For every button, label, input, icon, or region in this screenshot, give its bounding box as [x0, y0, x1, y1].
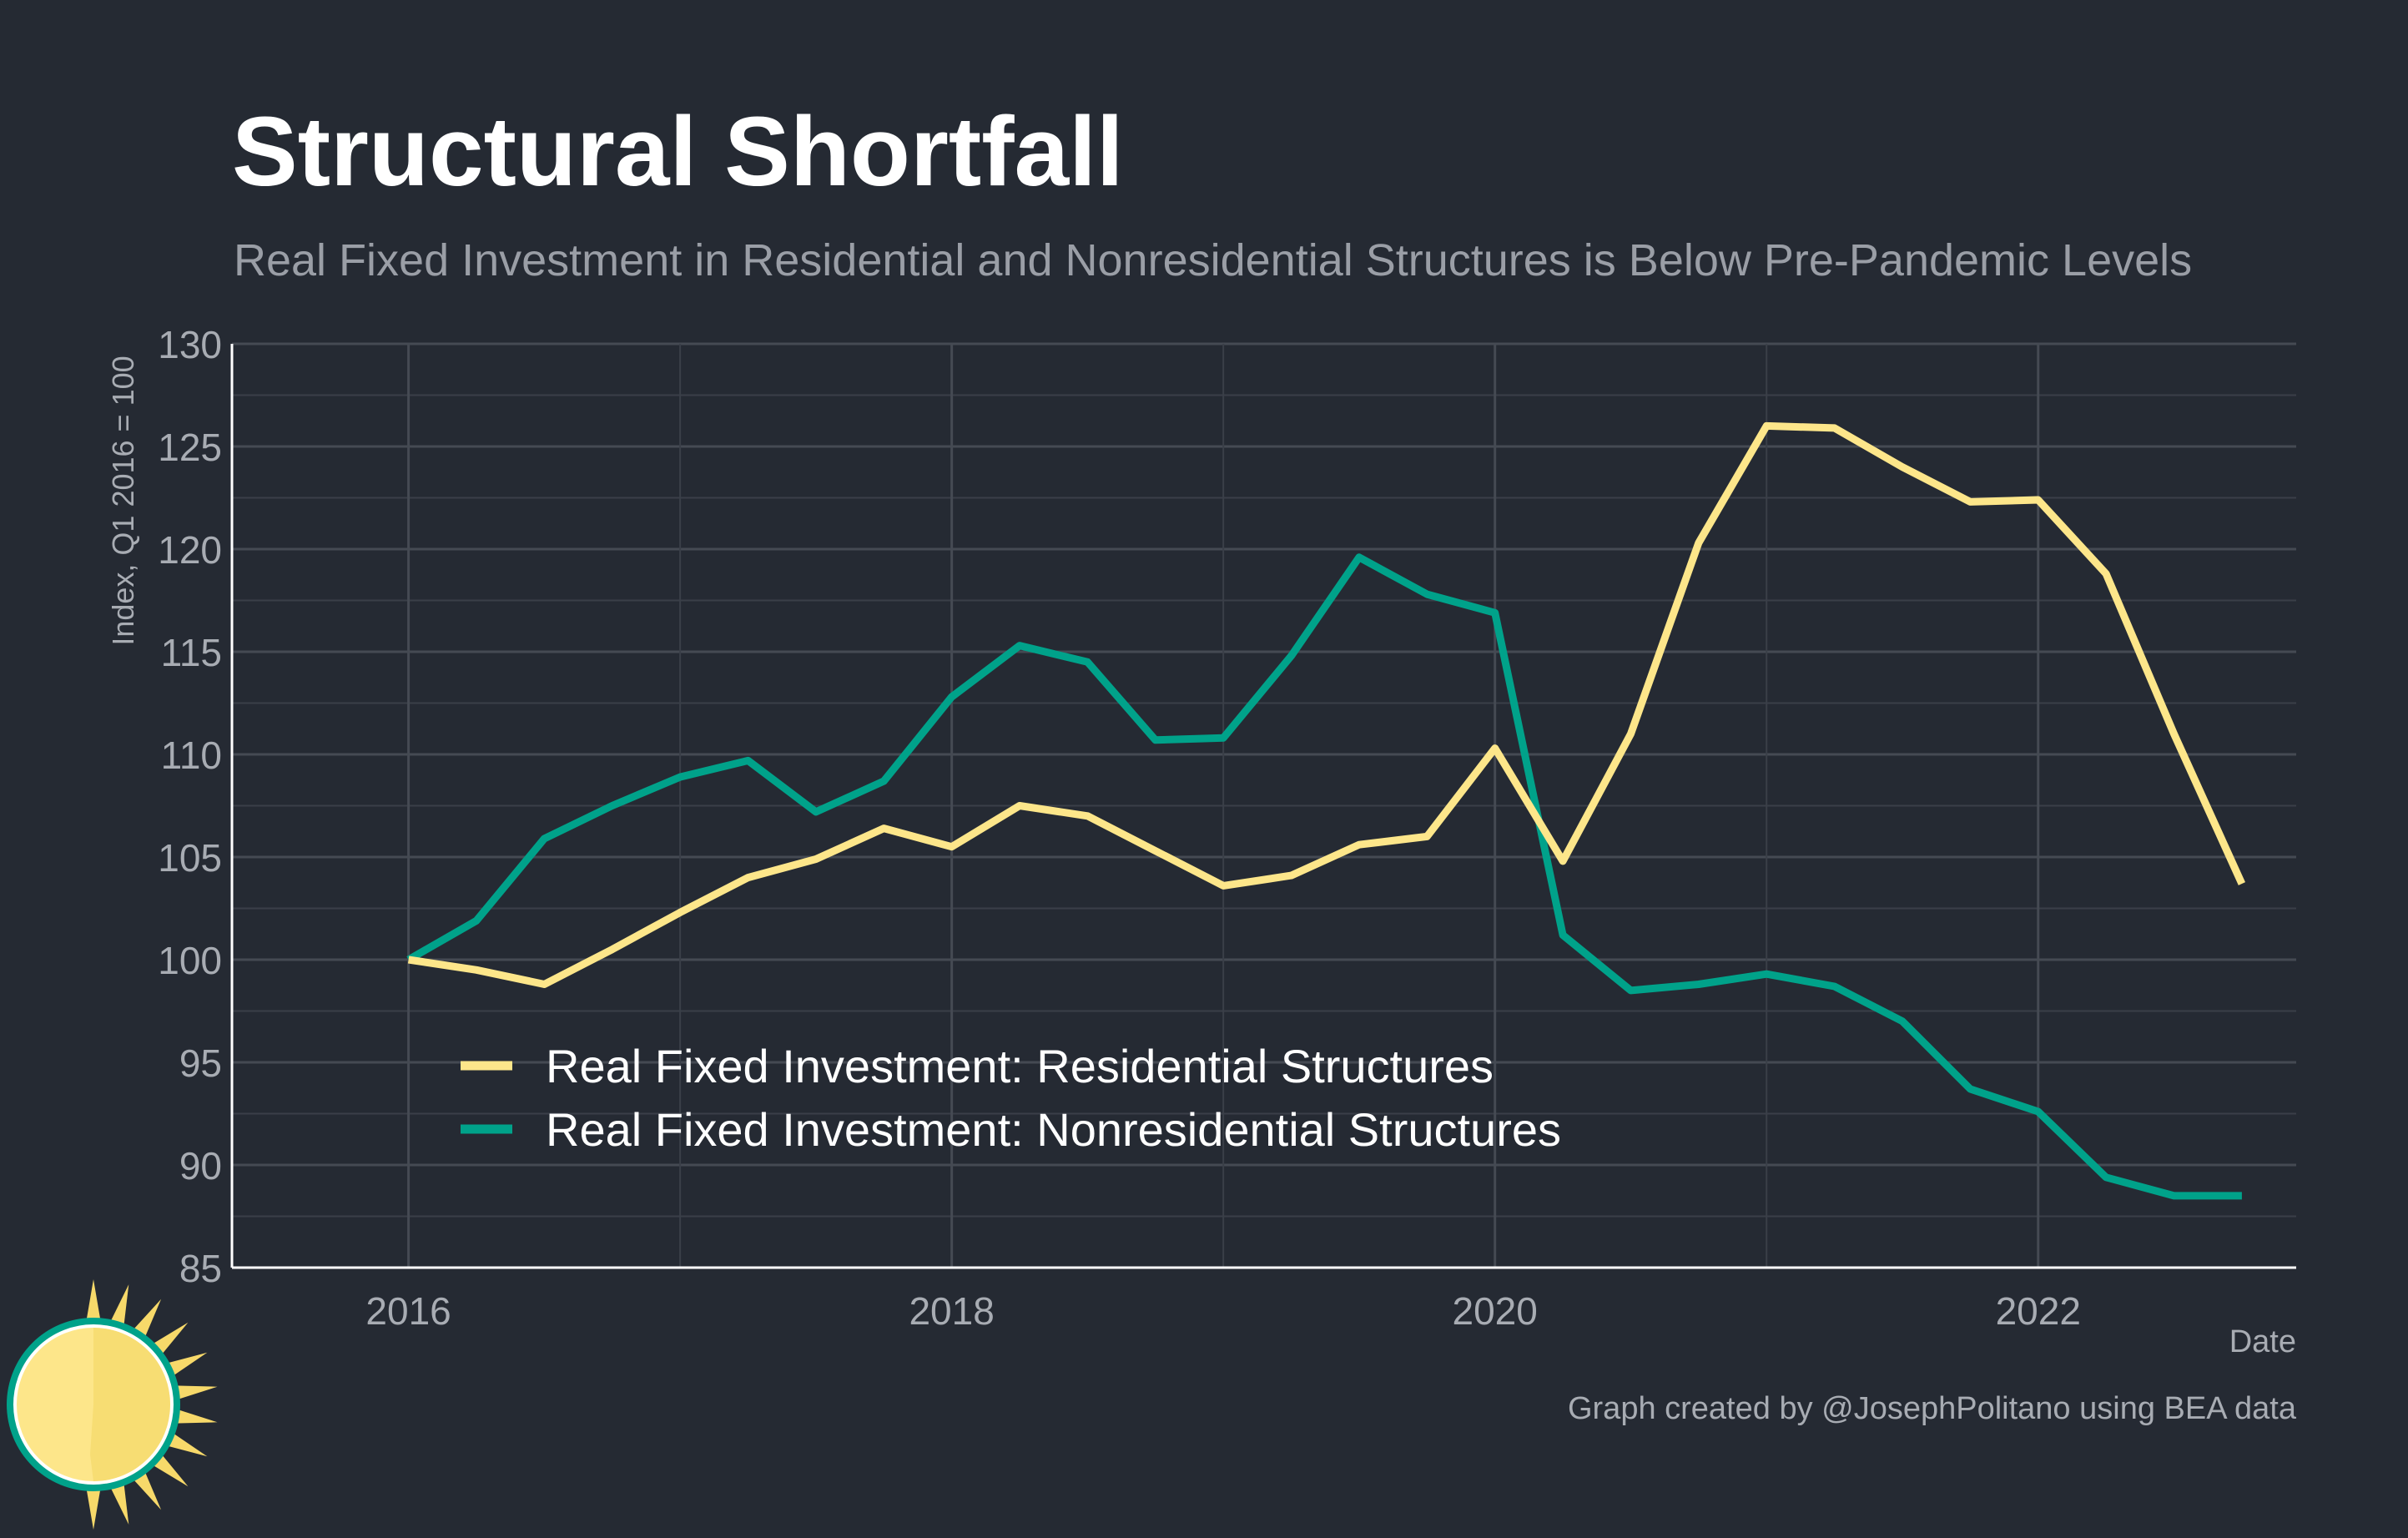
y-tick-label: 115: [161, 631, 222, 674]
chart-title: Structural Shortfall: [232, 97, 1124, 207]
y-tick-label: 95: [179, 1041, 222, 1085]
y-tick-label: 110: [161, 734, 222, 777]
sun-ray: [108, 1478, 129, 1525]
y-axis-title: Index, Q1 2016 = 100: [106, 356, 140, 645]
series-line-0: [407, 421, 2245, 988]
y-tick-label: 85: [179, 1247, 222, 1290]
grid: [232, 342, 2296, 1269]
chart-subtitle: Real Fixed Investment in Residential and…: [234, 235, 2192, 285]
y-tick-label: 105: [158, 836, 222, 880]
y-tick-label: 90: [179, 1144, 222, 1188]
sun-ray: [170, 1408, 218, 1424]
sun-ray: [170, 1385, 218, 1401]
x-tick-label: 2018: [909, 1289, 994, 1333]
axes: [230, 344, 2296, 1269]
sun-ray: [108, 1284, 129, 1331]
chart-caption: Graph created by @JosephPolitano using B…: [1568, 1391, 2297, 1426]
y-tick-label: 130: [158, 323, 222, 366]
tick-labels: 85 90 95 100 105 110 115 120 125 130 2016 2018 2020 2…: [158, 323, 2081, 1333]
x-tick-label: 2016: [365, 1289, 451, 1333]
x-tick-label: 2020: [1453, 1289, 1538, 1333]
legend-label: Real Fixed Investment: Nonresidential St…: [546, 1103, 1561, 1156]
y-tick-label: 100: [158, 939, 222, 982]
sun-logo-icon: [7, 1279, 218, 1530]
legend-label: Real Fixed Investment: Residential Struc…: [546, 1040, 1494, 1092]
legend: Real Fixed Investment: Residential Struc…: [461, 1040, 1561, 1156]
x-tick-label: 2022: [1996, 1289, 2081, 1333]
series-lines: [406, 421, 2245, 1200]
x-axis-title: Date: [2229, 1324, 2296, 1359]
sun-shade: [90, 1328, 170, 1481]
y-tick-label: 120: [158, 528, 222, 572]
series-line-1: [406, 553, 2242, 1200]
sun-ray: [85, 1279, 102, 1326]
sun-ray: [85, 1483, 102, 1530]
y-tick-label: 125: [158, 426, 222, 469]
